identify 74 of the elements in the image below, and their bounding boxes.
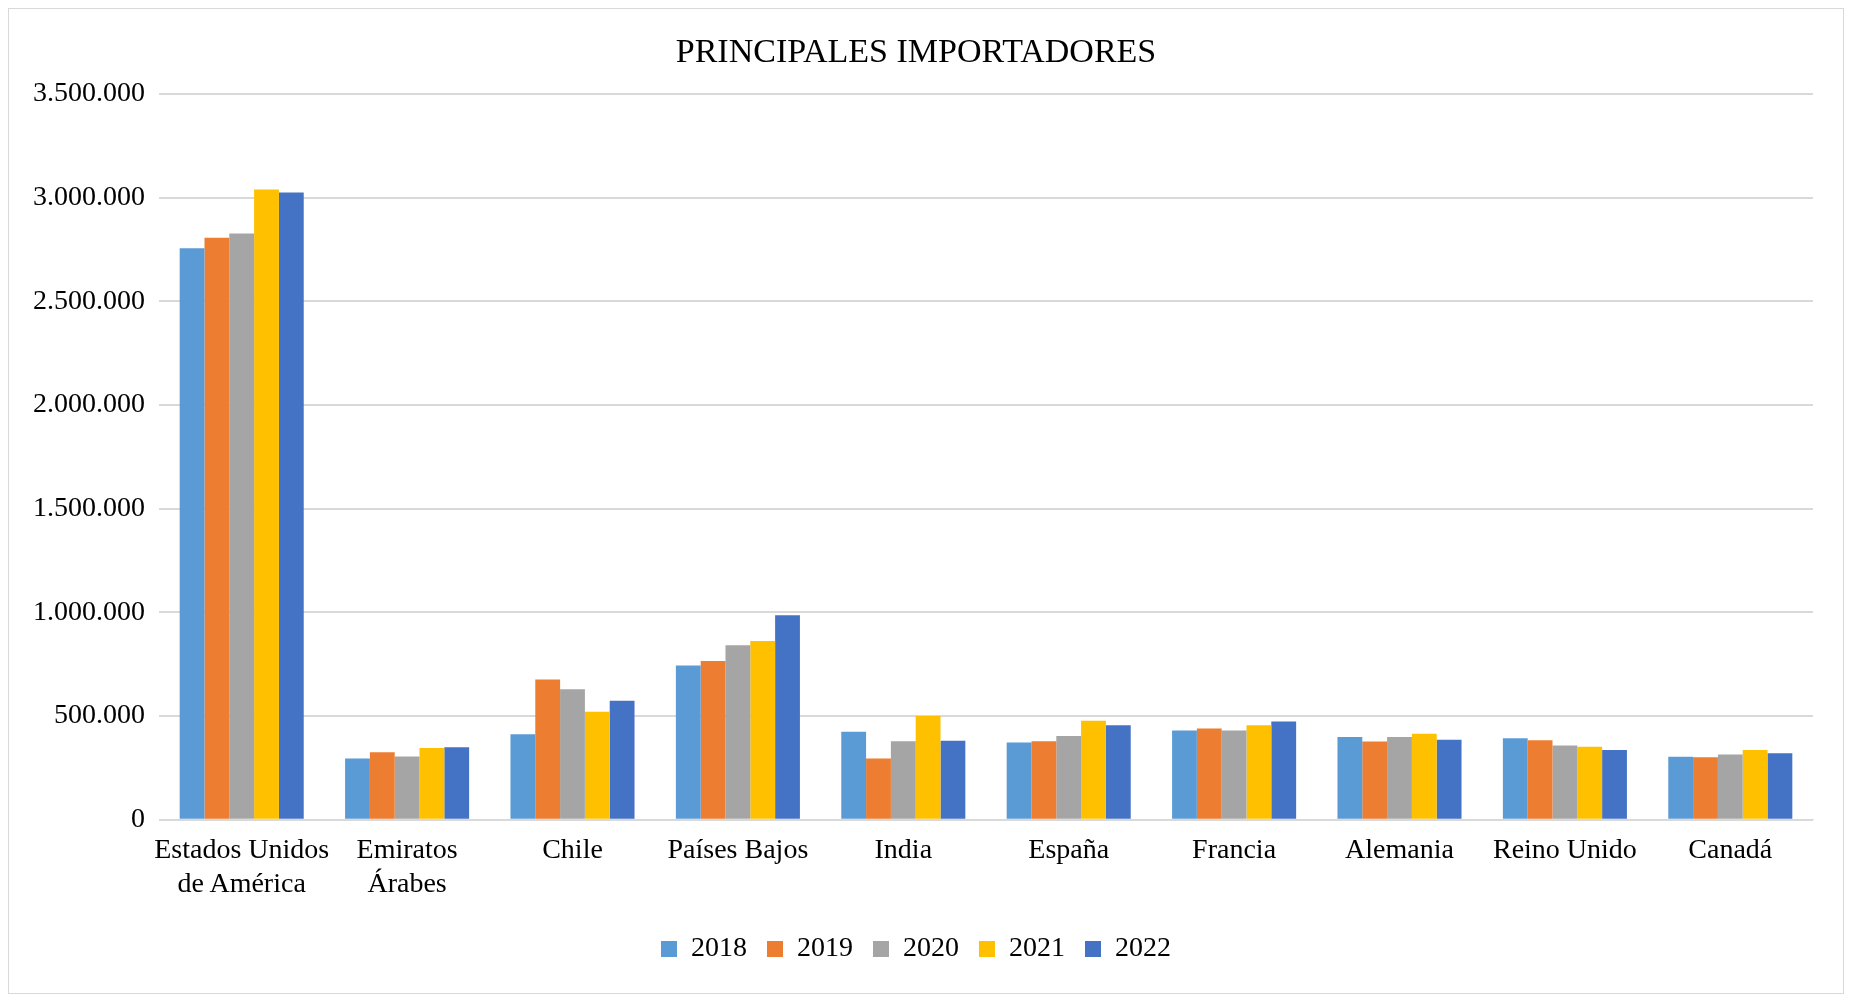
legend-label: 2019: [797, 931, 853, 963]
y-tick-label: 1.500.000: [33, 491, 145, 523]
bar: [1436, 739, 1462, 819]
bar: [229, 233, 255, 819]
bar: [725, 645, 751, 819]
bar: [369, 752, 395, 819]
x-tick-label: Estados Unidos de América: [154, 832, 330, 898]
y-tick-label: 3.500.000: [33, 76, 145, 108]
bar: [1668, 756, 1694, 819]
bar: [1742, 750, 1768, 819]
x-tick-label: Reino Unido: [1492, 832, 1637, 864]
x-tick-label: Francia: [1192, 832, 1277, 864]
bar: [1767, 753, 1793, 819]
bar: [1527, 740, 1553, 819]
bar: [1502, 738, 1528, 819]
bar: [1221, 730, 1247, 819]
bar: [510, 734, 536, 819]
x-tick-label: India: [874, 832, 933, 864]
bar: [345, 758, 370, 819]
bar: [750, 641, 776, 819]
bar: [1362, 741, 1388, 819]
bar: [866, 758, 891, 819]
bar: [254, 189, 279, 819]
x-tick-label: Canadá: [1688, 832, 1773, 864]
bar: [1337, 737, 1363, 819]
bar: [1105, 725, 1131, 819]
bar: [1081, 720, 1106, 819]
bar: [609, 700, 635, 819]
x-tick-label: Países Bajos: [667, 832, 809, 864]
bar: [1717, 754, 1743, 819]
bar: [775, 615, 800, 819]
legend-label: 2022: [1115, 931, 1171, 963]
y-tick-label: 0: [131, 802, 145, 834]
bar: [890, 741, 916, 819]
bar: [1411, 733, 1437, 819]
bar: [560, 689, 585, 819]
bar: [394, 756, 420, 819]
bar: [179, 248, 205, 819]
y-tick-label: 3.000.000: [33, 179, 145, 211]
bar: [940, 740, 966, 819]
bar: [584, 711, 610, 819]
y-tick-label: 500.000: [54, 698, 145, 730]
bar: [278, 192, 304, 819]
bar: [1172, 730, 1197, 819]
bar: [841, 731, 867, 819]
x-tick-label: España: [1028, 832, 1110, 864]
bar: [915, 715, 941, 819]
bar: [1031, 741, 1057, 819]
bar: [419, 748, 445, 819]
legend-label: 2018: [691, 931, 747, 963]
bar: [675, 665, 701, 819]
y-tick-label: 2.000.000: [33, 387, 145, 419]
legend-label: 2020: [903, 931, 959, 963]
bar: [1056, 736, 1082, 819]
bar: [1271, 721, 1297, 819]
y-tick-label: 2.500.000: [33, 283, 145, 315]
bar: [1196, 728, 1222, 819]
x-tick-label: Alemania: [1345, 832, 1455, 864]
bar: [1552, 745, 1578, 819]
legend-label: 2021: [1009, 931, 1065, 963]
bar: [1387, 737, 1412, 819]
bar: [1602, 750, 1627, 819]
y-tick-label: 1.000.000: [33, 594, 145, 626]
bar: [444, 747, 470, 819]
bar: [535, 679, 561, 819]
x-tick-label: Emiratos Árabes: [356, 832, 458, 898]
bar: [700, 661, 726, 819]
bar: [1577, 746, 1603, 819]
x-tick-label: Chile: [542, 832, 603, 864]
bar: [204, 237, 230, 819]
bar: [1693, 757, 1718, 819]
chart-title: PRINCIPALES IMPORTADORES: [675, 32, 1157, 70]
bar: [1246, 725, 1272, 819]
bar: [1006, 742, 1032, 819]
